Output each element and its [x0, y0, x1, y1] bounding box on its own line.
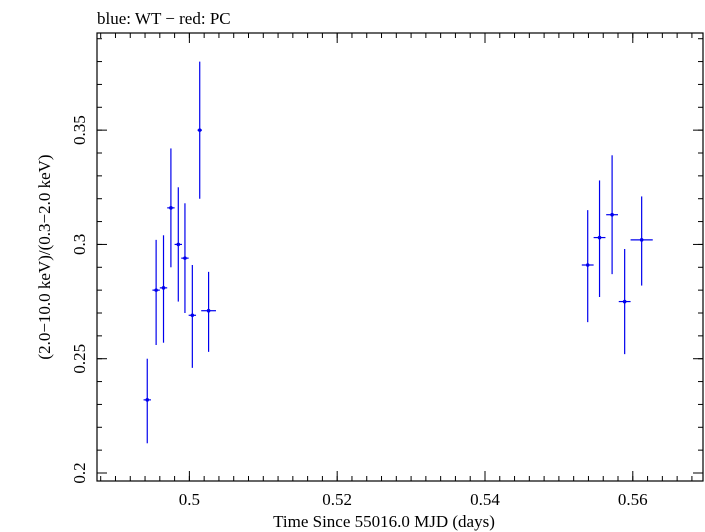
y-tick-label: 0.2	[70, 462, 89, 483]
data-point	[188, 265, 197, 368]
x-tick-label: 0.52	[322, 490, 352, 509]
point-marker	[597, 235, 602, 240]
point-marker	[190, 313, 195, 318]
y-tick-label: 0.3	[70, 234, 89, 255]
point-marker	[183, 256, 187, 260]
plot-frame	[96, 32, 704, 482]
data-point	[181, 203, 189, 313]
point-marker	[145, 398, 150, 402]
data-point	[593, 180, 606, 297]
point-marker	[176, 242, 181, 247]
x-tick-label: 0.56	[618, 490, 648, 509]
y-tick-label: 0.25	[70, 344, 89, 374]
point-marker	[206, 308, 211, 313]
point-marker	[154, 288, 158, 292]
data-point	[167, 148, 175, 268]
chart-title: blue: WT − red: PC	[97, 9, 231, 28]
data-point	[174, 187, 182, 302]
y-axis-label: (2.0−10.0 keV)/(0.3−2.0 keV)	[35, 154, 54, 359]
point-marker	[610, 212, 614, 217]
data-point	[159, 235, 168, 343]
data-point	[606, 155, 619, 275]
axis-ticks: 0.5 0.52 0.54 0.56 0.2 0.25 0.3 0.35	[70, 33, 703, 509]
data-points	[143, 61, 653, 444]
data-point	[581, 210, 594, 323]
y-tick-label: 0.35	[70, 115, 89, 145]
x-axis-label: Time Since 55016.0 MJD (days)	[273, 512, 495, 531]
point-marker	[639, 238, 644, 242]
data-point	[201, 271, 216, 352]
x-tick-label: 0.54	[470, 490, 500, 509]
point-marker	[585, 263, 590, 267]
data-point	[143, 358, 151, 444]
point-marker	[197, 128, 202, 132]
point-marker	[161, 286, 166, 290]
point-marker	[622, 299, 627, 304]
x-tick-label: 0.5	[179, 490, 200, 509]
data-point	[152, 239, 160, 345]
data-point	[618, 249, 631, 355]
point-marker	[169, 206, 173, 210]
data-point	[630, 196, 653, 286]
data-point	[197, 61, 202, 199]
